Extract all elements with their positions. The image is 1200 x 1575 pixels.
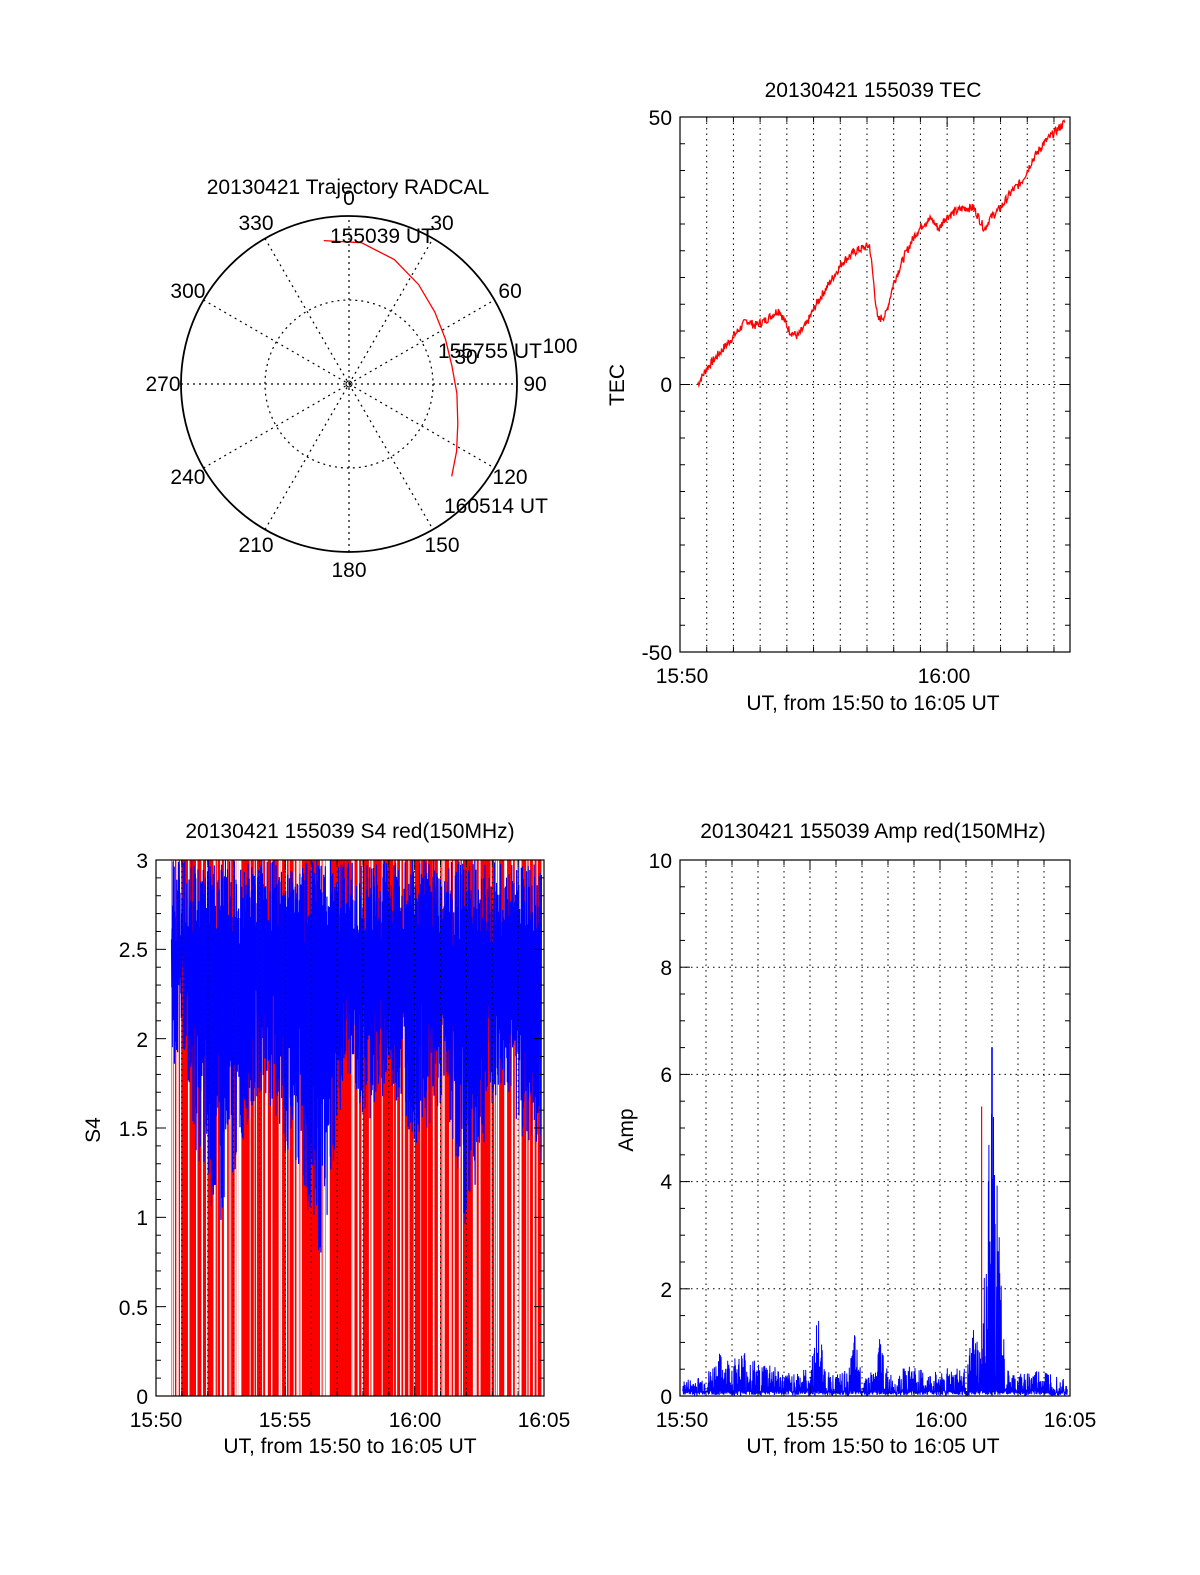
tec-ytick-label: 0 — [660, 374, 672, 397]
s4-blue-series — [170, 859, 542, 1253]
amp-ytick-label: 10 — [649, 850, 672, 873]
s4-xtick-label: 15:50 — [130, 1409, 183, 1432]
s4-ylabel: S4 — [82, 1117, 105, 1143]
amp-panel: 20130421 155039 Amp red(150MHz) 10 8 6 4… — [615, 820, 1096, 1458]
s4-title: 20130421 155039 S4 red(150MHz) — [185, 820, 514, 843]
polar-azimuth-label: 30 — [430, 212, 453, 235]
tec-series-line — [696, 119, 1066, 389]
polar-spoke — [264, 238, 434, 530]
amp-ytick-label: 4 — [660, 1171, 672, 1194]
s4-xtick-label: 15:55 — [259, 1409, 312, 1432]
amp-ytick-label: 2 — [660, 1279, 672, 1302]
tec-ylabel: TEC — [606, 364, 629, 406]
s4-ytick-label: 2.5 — [119, 939, 148, 962]
polar-azimuth-label: 120 — [493, 466, 528, 489]
amp-ylabel: Amp — [615, 1108, 638, 1151]
s4-xlabel: UT, from 15:50 to 16:05 UT — [223, 1435, 476, 1458]
polar-grid — [180, 215, 518, 553]
polar-azimuth-label: 90 — [523, 373, 546, 396]
tec-xtick-label: 15:50 — [656, 665, 709, 688]
trajectory-title: 20130421 Trajectory RADCAL — [207, 176, 490, 199]
amp-ytick-label: 0 — [660, 1386, 672, 1409]
s4-ytick-label: 3 — [136, 850, 148, 873]
polar-center — [345, 380, 353, 388]
polar-azimuth-label: 150 — [424, 534, 459, 557]
s4-grid — [181, 860, 519, 1396]
tec-ytick-label: -50 — [642, 642, 672, 665]
amp-xtick-label: 16:00 — [915, 1409, 968, 1432]
tec-xtick-label: 16:00 — [918, 665, 971, 688]
s4-ytick-label: 1.5 — [119, 1118, 148, 1141]
trajectory-end-label: 160514 UT — [444, 495, 548, 518]
tec-panel: 20130421 155039 TEC 50 0 -50 15:50 16:00… — [606, 79, 1071, 715]
tec-tick-marks — [679, 116, 1070, 653]
amp-series — [682, 1047, 1068, 1397]
tec-ytick-label: 50 — [649, 107, 672, 130]
polar-azimuth-label: 0 — [343, 187, 355, 210]
amp-ytick-label: 8 — [660, 957, 672, 980]
s4-panel: 20130421 155039 S4 red(150MHz) 3 2.5 2 1… — [82, 820, 570, 1458]
tec-title: 20130421 155039 TEC — [765, 79, 982, 102]
s4-ytick-label: 0.5 — [119, 1297, 148, 1320]
s4-ytick-label: 1 — [136, 1207, 148, 1230]
polar-ring-label: 30 — [454, 346, 477, 369]
amp-plot-frame — [679, 859, 1071, 1397]
tec-grid — [680, 117, 1070, 652]
polar-outer-extra-label: 100 — [542, 335, 577, 358]
s4-xtick-label: 16:05 — [518, 1409, 571, 1432]
amp-xlabel: UT, from 15:50 to 16:05 UT — [746, 1435, 999, 1458]
polar-azimuth-label: 300 — [170, 280, 205, 303]
amp-xtick-label: 15:55 — [786, 1409, 839, 1432]
amp-grid — [680, 860, 1070, 1396]
polar-azimuth-label: 60 — [498, 280, 521, 303]
amp-blue-series — [682, 1071, 1068, 1397]
polar-azimuth-label: 210 — [238, 534, 273, 557]
s4-xtick-label: 16:00 — [389, 1409, 442, 1432]
s4-ytick-label: 2 — [136, 1029, 148, 1052]
amp-xtick-label: 15:50 — [656, 1409, 709, 1432]
trajectory-panel: 20130421 Trajectory RADCAL 0 30 60 90 120 150… — [145, 176, 577, 582]
tec-xlabel: UT, from 15:50 to 16:05 UT — [746, 692, 999, 715]
amp-xtick-label: 16:05 — [1044, 1409, 1097, 1432]
amp-title: 20130421 155039 Amp red(150MHz) — [700, 820, 1046, 843]
amp-tick-marks — [679, 859, 1071, 1397]
polar-azimuth-label: 180 — [331, 559, 366, 582]
s4-tick-marks — [155, 859, 545, 1397]
trajectory-series-line — [323, 239, 459, 477]
polar-azimuth-label: 330 — [238, 212, 273, 235]
amp-ytick-label: 6 — [660, 1064, 672, 1087]
polar-azimuth-label: 240 — [170, 466, 205, 489]
trajectory-mid-label: 155755 UT — [438, 340, 542, 363]
polar-azimuth-labels: 0 30 60 90 120 150 180 210 240 270 300 330 — [145, 187, 546, 582]
s4-ytick-label: 0 — [136, 1386, 148, 1409]
polar-azimuth-label: 270 — [145, 373, 180, 396]
trajectory-start-label: 155039 UT — [330, 225, 434, 248]
